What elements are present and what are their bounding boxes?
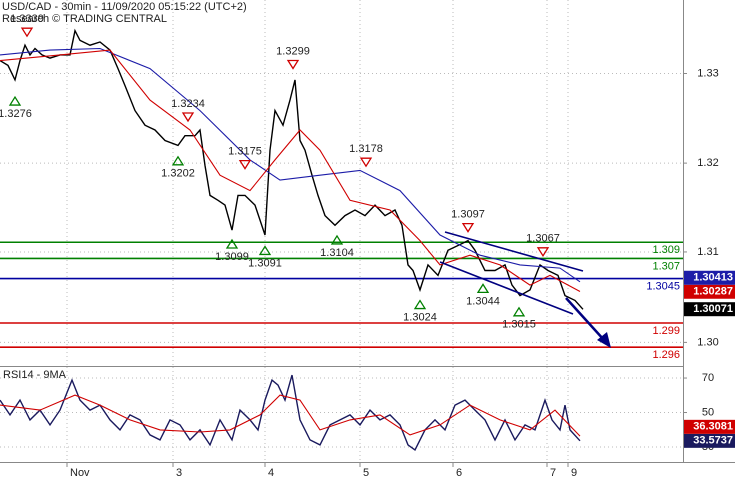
series-line	[0, 28, 584, 310]
swing-label: 1.3202	[161, 168, 195, 180]
last-value-box	[684, 302, 735, 317]
channel-line	[439, 261, 574, 315]
y-tick-label: 1.32	[697, 157, 718, 169]
swing-label: 1.3099	[215, 251, 249, 263]
projection-arrow	[565, 297, 605, 341]
series-line	[0, 49, 581, 292]
chart-subtitle: Research © TRADING CENTRAL	[2, 13, 167, 25]
swing-label: 1.3015	[502, 319, 536, 331]
swing-low-marker	[512, 306, 526, 317]
series-line	[0, 394, 581, 437]
level-label: 1.309	[652, 244, 680, 256]
last-value-box	[684, 433, 735, 448]
swing-high-marker	[461, 222, 475, 233]
last-value-label: 1.30287	[693, 286, 733, 298]
y-tick-label: 1.31	[697, 246, 718, 258]
swing-low-marker	[476, 283, 490, 294]
projection-arrowhead	[597, 332, 611, 348]
y-tick-label: 1.30	[697, 336, 718, 348]
swing-label: 1.3339	[10, 13, 44, 25]
last-value-label: 36.3081	[693, 421, 733, 433]
x-tick-label: 4	[268, 467, 274, 479]
y-tick-label: 70	[702, 372, 714, 384]
swing-label: 1.3104	[320, 247, 354, 259]
swing-low-marker	[8, 95, 22, 106]
swing-label: 1.3044	[466, 295, 500, 307]
swing-high-marker	[536, 247, 550, 258]
swing-label: 1.3091	[248, 257, 282, 269]
y-tick-label: 50	[702, 406, 714, 418]
swing-label: 1.3175	[228, 146, 262, 158]
last-value-label: 1.30413	[693, 272, 733, 284]
x-tick-label: 5	[363, 467, 369, 479]
level-label: 1.307	[652, 260, 680, 272]
swing-label: 1.3178	[349, 143, 383, 155]
swing-high-marker	[20, 27, 34, 38]
swing-label: 1.3097	[451, 209, 485, 221]
level-label: 1.299	[652, 325, 680, 337]
last-value-box	[684, 419, 735, 434]
swing-label: 1.3299	[276, 45, 310, 57]
last-value-label: 33.5737	[693, 435, 733, 447]
swing-label: 1.3067	[526, 233, 560, 245]
x-tick-label: 6	[456, 467, 462, 479]
swing-low-marker	[330, 234, 344, 245]
swing-high-marker	[181, 112, 195, 123]
indicator-title: RSI14 - 9MA	[3, 369, 67, 381]
y-tick-label: 1.33	[697, 67, 718, 79]
swing-low-marker	[171, 155, 185, 166]
swing-low-marker	[413, 299, 427, 310]
swing-label: 1.3234	[171, 98, 205, 110]
last-value-box	[684, 270, 735, 285]
swing-low-marker	[258, 245, 272, 256]
swing-high-marker	[359, 157, 373, 168]
last-value-box	[684, 284, 735, 299]
level-label: 1.296	[652, 349, 680, 361]
level-label: 1.3045	[646, 281, 680, 293]
swing-label: 1.3276	[0, 108, 32, 120]
x-tick-label: Nov	[70, 467, 90, 479]
last-value-label: 1.30071	[693, 303, 733, 315]
series-line	[0, 47, 581, 283]
x-tick-label: 3	[176, 467, 182, 479]
swing-label: 1.3024	[403, 311, 437, 323]
x-tick-label: 9	[571, 467, 577, 479]
swing-high-marker	[286, 59, 300, 70]
x-tick-label: 7	[550, 467, 556, 479]
series-line	[0, 374, 581, 451]
chart-title: USD/CAD - 30min - 11/09/2020 05:15:22 (U…	[2, 1, 247, 13]
swing-low-marker	[225, 238, 239, 249]
channel-line	[444, 231, 584, 272]
swing-high-marker	[238, 159, 252, 170]
